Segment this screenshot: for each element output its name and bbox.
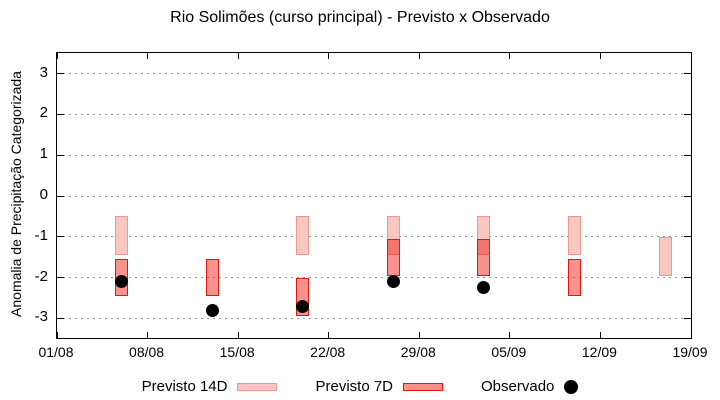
observado-dot (115, 275, 129, 289)
legend-label-previsto-7d: Previsto 7D (315, 378, 394, 395)
y-tick-mark (684, 277, 691, 279)
y-tick-label: 2 (39, 104, 48, 122)
legend-label-previsto-14d: Previsto 14D (141, 378, 228, 395)
y-tick-label: -2 (34, 267, 48, 285)
observado-dot (386, 275, 400, 289)
x-tick-label: 29/08 (400, 344, 436, 360)
gridline (57, 317, 691, 319)
x-tick-label: 12/09 (581, 344, 617, 360)
x-tick-mark (418, 332, 420, 338)
x-tick-mark (509, 53, 511, 59)
observado-dot (477, 281, 491, 295)
x-tick-mark (56, 332, 58, 338)
gridline (57, 195, 691, 197)
gridline (57, 154, 691, 156)
x-tick-mark (690, 53, 692, 59)
x-tick-label: 08/08 (129, 344, 165, 360)
legend-item-previsto-7d: Previsto 7D (315, 378, 444, 395)
bar-previsto-14d (115, 216, 129, 256)
x-tick-mark (509, 332, 511, 338)
observado-dot (296, 299, 310, 313)
x-tick-label: 15/08 (219, 344, 255, 360)
y-tick-mark (684, 317, 691, 319)
y-tick-mark (684, 195, 691, 197)
previsto-14d-swatch-icon (237, 382, 278, 391)
bar-previsto-7d (477, 238, 491, 276)
observado-dot (205, 303, 219, 317)
x-tick-mark (147, 332, 149, 338)
legend: Previsto 14D Previsto 7D Observado (0, 378, 720, 395)
previsto-7d-swatch-icon (403, 382, 444, 391)
y-tick-mark (684, 73, 691, 75)
gridline (57, 236, 691, 238)
observado-dot-icon (564, 379, 579, 394)
y-tick-mark (57, 277, 64, 279)
legend-item-previsto-14d: Previsto 14D (142, 378, 278, 395)
y-tick-mark (57, 73, 64, 75)
bar-previsto-14d (296, 216, 310, 256)
legend-item-observado: Observado (481, 378, 579, 395)
bar-previsto-7d (386, 238, 400, 276)
x-tick-mark (56, 53, 58, 59)
y-tick-mark (684, 113, 691, 115)
gridline (57, 73, 691, 75)
x-tick-mark (328, 53, 330, 59)
y-tick-label: 1 (39, 145, 48, 163)
y-tick-label: 0 (39, 186, 48, 203)
chart-title: Rio Solimões (curso principal) - Previst… (170, 9, 550, 26)
y-tick-mark (57, 154, 64, 156)
y-tick-mark (57, 236, 64, 238)
y-tick-mark (57, 113, 64, 115)
legend-label-observado: Observado (481, 378, 555, 395)
x-tick-mark (599, 53, 601, 59)
x-tick-label: 05/09 (491, 344, 527, 360)
bar-previsto-14d (386, 216, 400, 256)
bar-previsto-14d (568, 216, 582, 256)
y-tick-mark (684, 154, 691, 156)
bar-previsto-14d (477, 216, 491, 256)
bar-previsto-7d (205, 259, 219, 296)
y-tick-mark (57, 195, 64, 197)
x-tick-mark (237, 332, 239, 338)
plot-area (56, 52, 692, 339)
x-tick-mark (328, 332, 330, 338)
x-tick-mark (690, 332, 692, 338)
x-tick-mark (147, 53, 149, 59)
bar-previsto-7d (568, 259, 582, 296)
y-tick-label: 3 (39, 63, 48, 81)
gridline (57, 277, 691, 279)
gridline (57, 113, 691, 115)
x-tick-label: 01/08 (38, 344, 74, 360)
x-tick-mark (599, 332, 601, 338)
y-tick-mark (57, 317, 64, 319)
y-tick-mark (684, 236, 691, 238)
x-tick-label: 19/09 (672, 344, 708, 360)
bar-previsto-14d (658, 236, 672, 276)
x-tick-label: 22/08 (310, 344, 346, 360)
x-tick-mark (418, 53, 420, 59)
y-tick-label: -3 (34, 308, 48, 326)
y-tick-label: -1 (34, 226, 48, 244)
x-tick-mark (237, 53, 239, 59)
